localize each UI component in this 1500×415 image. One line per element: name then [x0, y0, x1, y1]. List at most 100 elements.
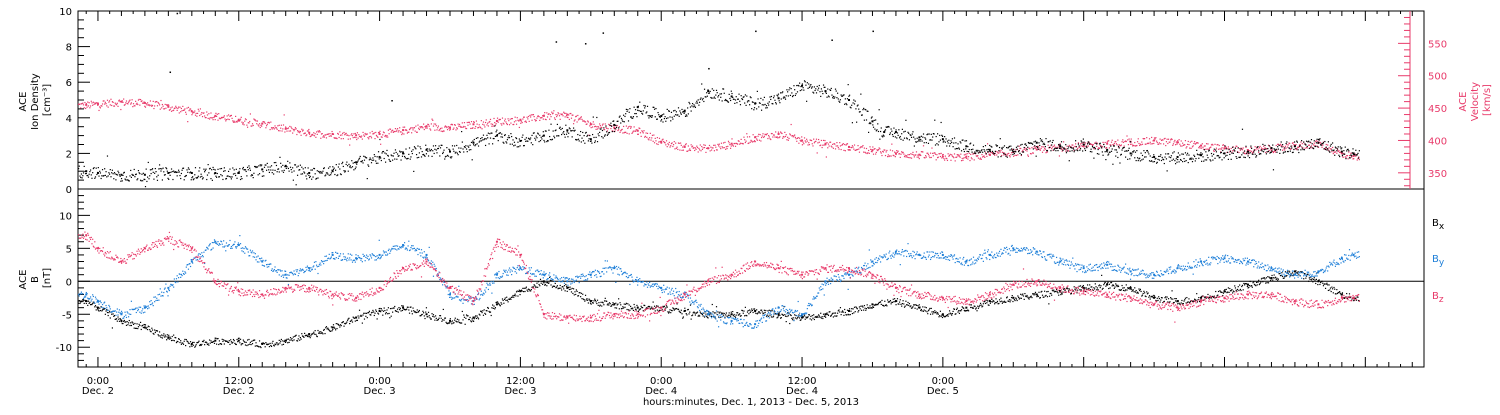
density-series-dot	[565, 125, 566, 126]
velocity-series-dot	[218, 113, 219, 114]
density-series-dot	[269, 172, 270, 173]
velocity-series-dot	[879, 148, 880, 149]
density-series-dot	[699, 102, 700, 103]
velocity-series-dot	[90, 105, 91, 106]
density-series-dot	[740, 104, 741, 105]
density-series-dot	[300, 165, 301, 166]
velocity-series-dot	[805, 142, 806, 143]
density-series-dot	[353, 163, 354, 164]
velocity-series-dot	[590, 122, 591, 123]
density-series-dot	[622, 121, 623, 122]
velocity-series-dot	[513, 124, 514, 125]
velocity-series-dot	[125, 102, 126, 103]
bx-series-dot	[228, 342, 229, 343]
velocity-series-dot	[474, 128, 475, 129]
bx-series-dot	[133, 324, 134, 325]
velocity-series-dot	[1041, 146, 1042, 147]
bx-series-dot	[317, 336, 318, 337]
velocity-series-dot	[835, 148, 836, 149]
density-series-dot	[614, 131, 615, 132]
velocity-series-dot	[1126, 141, 1127, 142]
bx-series-dot	[89, 303, 90, 304]
density-series-dot	[572, 136, 573, 137]
velocity-series-dot	[869, 153, 870, 154]
density-series-dot	[781, 98, 782, 99]
velocity-series-dot	[348, 135, 349, 136]
density-series-dot	[1067, 148, 1068, 149]
velocity-series-dot	[394, 131, 395, 132]
bx-series-dot	[299, 340, 300, 341]
velocity-series-dot	[1174, 140, 1175, 141]
density-series-dot	[779, 100, 780, 101]
density-series-dot	[129, 180, 130, 181]
density-series-dot	[796, 85, 797, 86]
density-series-dot	[593, 137, 594, 138]
density-series-dot	[1169, 161, 1170, 162]
velocity-series-dot	[723, 142, 724, 143]
density-series-dot	[1101, 147, 1102, 148]
density-series-point	[1317, 142, 1319, 144]
velocity-series-dot	[108, 102, 109, 103]
density-series-dot	[747, 101, 748, 102]
bx-series-dot	[396, 311, 397, 312]
velocity-series-dot	[757, 140, 758, 141]
bx-series-dot	[368, 312, 369, 313]
bx-series-dot	[591, 300, 592, 301]
density-series-dot	[1172, 152, 1173, 153]
velocity-series-dot	[762, 133, 763, 134]
velocity-series-dot	[775, 131, 776, 132]
density-series-dot	[516, 138, 517, 139]
density-series-dot	[1289, 148, 1290, 149]
density-series-dot	[738, 94, 739, 95]
density-series-dot	[1348, 150, 1349, 151]
velocity-series-dot	[1245, 153, 1246, 154]
velocity-series-dot	[96, 102, 97, 103]
velocity-series-dot	[294, 129, 295, 130]
velocity-series-dot	[440, 128, 441, 129]
density-series-dot	[349, 166, 350, 167]
velocity-series-dot	[329, 136, 330, 137]
velocity-series-dot	[186, 108, 187, 109]
density-series-dot	[1285, 151, 1286, 152]
bx-series-dot	[339, 325, 340, 326]
density-tick-label: 10	[59, 7, 72, 18]
density-series-dot	[212, 180, 213, 181]
density-series-dot	[1017, 146, 1018, 147]
density-series-dot	[434, 153, 435, 154]
density-series-dot	[355, 166, 356, 167]
velocity-series-dot	[395, 128, 396, 129]
velocity-series-dot	[352, 135, 353, 136]
density-series-dot	[400, 159, 401, 160]
density-series-dot	[1195, 160, 1196, 161]
bx-series-dot	[146, 327, 147, 328]
velocity-series-dot	[399, 127, 400, 128]
density-series-dot	[744, 102, 745, 103]
velocity-series-dot	[480, 127, 481, 128]
velocity-series-dot	[212, 119, 213, 120]
velocity-series-dot	[559, 115, 560, 116]
bx-series-dot	[229, 344, 230, 345]
density-series-dot	[239, 171, 240, 172]
bx-series-dot	[493, 306, 494, 307]
velocity-series-dot	[493, 118, 494, 119]
density-series-dot	[1267, 148, 1268, 149]
density-series-dot	[1002, 147, 1003, 148]
velocity-series-dot	[761, 137, 762, 138]
bx-series-dot	[491, 315, 492, 316]
bx-series-dot	[331, 326, 332, 327]
velocity-series-dot	[830, 142, 831, 143]
velocity-series-dot	[289, 130, 290, 131]
velocity-series-dot	[259, 123, 260, 124]
density-series-dot	[937, 133, 938, 134]
density-series-dot	[723, 88, 724, 89]
bx-series-dot	[586, 299, 587, 300]
bx-series-dot	[509, 299, 510, 300]
bx-series-dot	[584, 299, 585, 300]
density-series-dot	[914, 145, 915, 146]
velocity-series-dot	[719, 146, 720, 147]
velocity-series-dot	[487, 123, 488, 124]
density-series-dot	[1167, 170, 1168, 171]
velocity-series-dot	[372, 131, 373, 132]
density-series-dot	[945, 142, 946, 143]
